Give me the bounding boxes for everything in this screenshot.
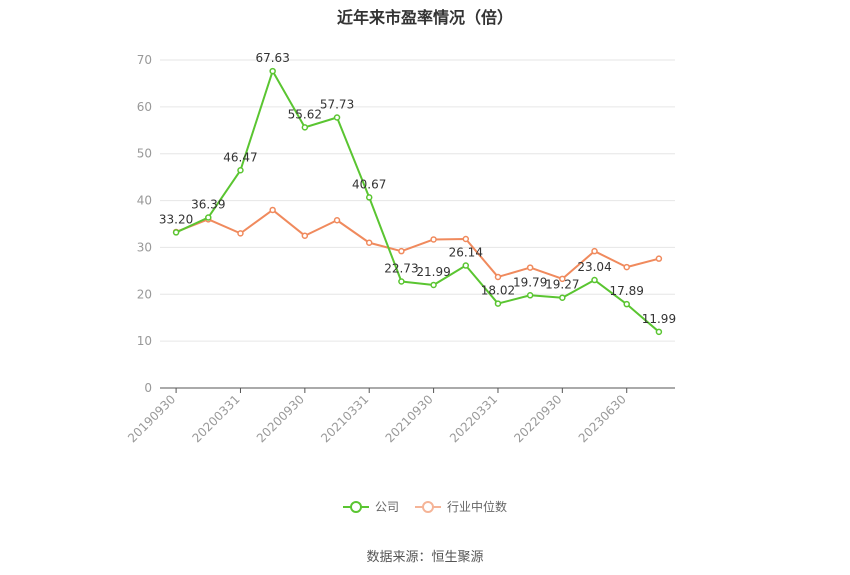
- company-point: [623, 300, 630, 308]
- data-label: 22.73: [384, 261, 418, 275]
- x-tick-label: 20220930: [511, 392, 564, 445]
- data-label: 40.67: [352, 177, 386, 191]
- company-point: [655, 328, 663, 336]
- source-note: 数据来源：恒生聚源: [366, 550, 484, 565]
- industry-point: [591, 247, 598, 255]
- industry-legend-icon: [415, 500, 441, 513]
- company-point: [591, 276, 598, 284]
- company-point: [333, 114, 341, 121]
- company-legend-icon: [342, 500, 369, 513]
- industry-series-line: [175, 208, 660, 280]
- industry-point: [526, 264, 534, 271]
- industry-point: [365, 239, 373, 246]
- data-label: 21.99: [416, 265, 450, 279]
- chart-title: 近年来市盈率情况（倍）: [336, 8, 513, 27]
- data-label: 33.20: [159, 212, 193, 226]
- data-label: 36.39: [191, 197, 225, 211]
- x-tick-label: 20210930: [383, 392, 436, 445]
- company-point: [526, 292, 534, 299]
- company-point: [559, 294, 566, 301]
- industry-point: [494, 273, 502, 281]
- y-tick-label: 20: [137, 287, 152, 301]
- legend-item-company[interactable]: 公司: [342, 498, 399, 515]
- company-point: [301, 124, 309, 131]
- data-label: 26.14: [449, 246, 483, 260]
- data-label: 18.02: [481, 284, 515, 298]
- data-label: 23.04: [577, 260, 611, 274]
- company-point: [494, 300, 502, 307]
- data-label: 11.99: [642, 312, 676, 326]
- legend-label-company: 公司: [374, 500, 399, 514]
- data-label: 57.73: [320, 97, 354, 111]
- x-tick-label: 20230630: [576, 392, 629, 445]
- industry-point: [398, 247, 405, 255]
- company-point: [269, 67, 276, 75]
- industry-point: [559, 275, 566, 283]
- x-tick-label: 20200930: [254, 392, 307, 445]
- y-tick-label: 60: [137, 100, 152, 114]
- industry-point: [655, 255, 663, 262]
- legend: 公司 行业中位数: [0, 498, 850, 515]
- company-series-line: [175, 70, 660, 333]
- y-tick-label: 50: [137, 147, 152, 161]
- company-point: [430, 281, 437, 289]
- company-point: [398, 278, 405, 285]
- data-label: 55.62: [288, 107, 322, 121]
- company-point: [172, 229, 180, 236]
- industry-point: [430, 236, 437, 243]
- industry-point: [301, 232, 309, 239]
- y-tick-label: 10: [137, 334, 152, 348]
- x-tick-label: 20200331: [190, 392, 243, 445]
- data-label: 67.63: [255, 51, 289, 65]
- data-label: 19.27: [545, 278, 579, 292]
- industry-point: [237, 230, 244, 237]
- x-tick-label: 20210331: [318, 392, 371, 445]
- company-point: [462, 262, 470, 269]
- legend-label-industry: 行业中位数: [447, 500, 508, 514]
- y-tick-label: 0: [144, 381, 152, 395]
- data-label: 46.47: [223, 150, 257, 164]
- industry-point: [623, 263, 630, 271]
- industry-point: [333, 217, 341, 224]
- industry-point: [462, 235, 470, 243]
- y-tick-label: 40: [137, 194, 152, 208]
- x-tick-label: 20190930: [125, 392, 178, 445]
- data-label: 19.79: [513, 275, 547, 289]
- x-tick-label: 20220331: [447, 392, 500, 445]
- y-tick-label: 70: [137, 53, 152, 67]
- company-point: [365, 194, 373, 201]
- industry-point: [269, 206, 276, 214]
- company-point: [205, 214, 212, 221]
- data-label: 17.89: [610, 284, 644, 298]
- y-tick-label: 30: [137, 240, 152, 254]
- legend-item-industry[interactable]: 行业中位数: [415, 498, 507, 515]
- company-point: [237, 167, 244, 174]
